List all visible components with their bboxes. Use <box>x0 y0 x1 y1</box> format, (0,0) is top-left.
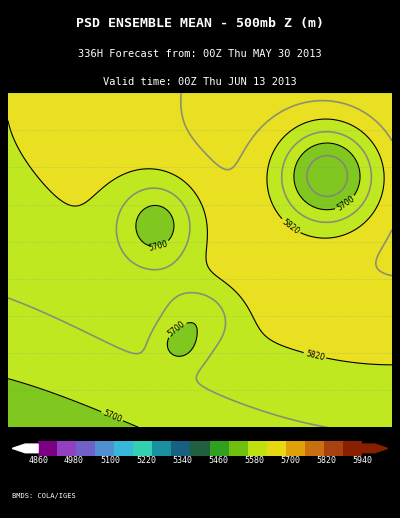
Text: BMDS: COLA/IGES: BMDS: COLA/IGES <box>12 493 76 499</box>
Bar <box>57 440 76 456</box>
Text: 5820: 5820 <box>280 217 301 236</box>
FancyArrow shape <box>362 444 388 453</box>
Text: Valid time: 00Z Thu JUN 13 2013: Valid time: 00Z Thu JUN 13 2013 <box>103 77 297 87</box>
Bar <box>343 440 362 456</box>
Text: 5820: 5820 <box>316 456 336 465</box>
Bar <box>172 440 190 456</box>
Text: 5100: 5100 <box>100 456 120 465</box>
Bar <box>210 440 228 456</box>
FancyArrow shape <box>12 444 38 453</box>
Bar <box>76 440 95 456</box>
Bar <box>38 440 57 456</box>
Bar <box>267 440 286 456</box>
Text: 5460: 5460 <box>208 456 228 465</box>
Text: 5820: 5820 <box>304 349 325 362</box>
Bar <box>114 440 133 456</box>
Text: 5700: 5700 <box>166 319 187 338</box>
Text: PSD ENSEMBLE MEAN - 500mb Z (m): PSD ENSEMBLE MEAN - 500mb Z (m) <box>76 17 324 30</box>
Bar <box>286 440 305 456</box>
Bar <box>133 440 152 456</box>
Text: 5700: 5700 <box>101 408 123 424</box>
Text: 5700: 5700 <box>335 194 356 213</box>
Text: 5700: 5700 <box>148 239 169 253</box>
Text: 4860: 4860 <box>28 456 48 465</box>
Bar <box>228 440 248 456</box>
Bar <box>324 440 343 456</box>
Text: 4980: 4980 <box>64 456 84 465</box>
Bar <box>152 440 172 456</box>
Bar <box>305 440 324 456</box>
Bar <box>248 440 267 456</box>
Text: 5580: 5580 <box>244 456 264 465</box>
Text: 336H Forecast from: 00Z Thu MAY 30 2013: 336H Forecast from: 00Z Thu MAY 30 2013 <box>78 49 322 59</box>
Text: 5940: 5940 <box>352 456 372 465</box>
Bar <box>190 440 210 456</box>
Text: 5340: 5340 <box>172 456 192 465</box>
Bar <box>95 440 114 456</box>
Text: 5700: 5700 <box>280 456 300 465</box>
Text: 5220: 5220 <box>136 456 156 465</box>
